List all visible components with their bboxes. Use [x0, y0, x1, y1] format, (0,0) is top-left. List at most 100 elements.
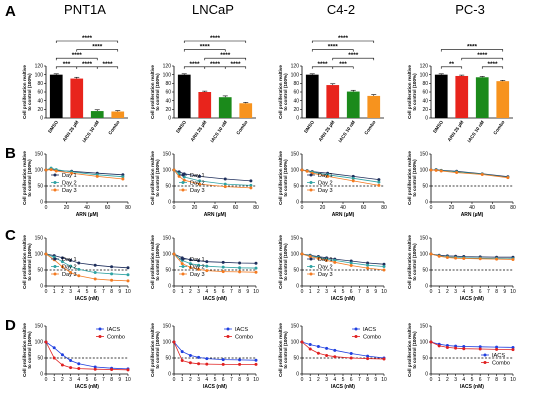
- data-point: [366, 261, 370, 265]
- data-point: [349, 356, 353, 360]
- x-tick-label: 0: [301, 205, 304, 211]
- legend-swatch-marker: [181, 265, 185, 268]
- x-tick-label: 20: [449, 205, 455, 211]
- y-axis-label: Cell proliferation realtiveto control (1…: [22, 235, 32, 289]
- category-label: IACS 10 nM: [81, 120, 100, 144]
- data-point: [60, 353, 64, 357]
- y-tick-label: 100: [163, 72, 172, 78]
- x-axis-label: ARN (µM): [332, 212, 355, 218]
- data-point: [77, 274, 81, 278]
- y-axis-label-line2: to control (100%): [27, 159, 32, 197]
- significance-bracket: [311, 40, 375, 43]
- y-tick-label: 0: [40, 116, 43, 122]
- data-point: [223, 185, 227, 189]
- y-axis-label-line2: to control (100%): [155, 331, 160, 369]
- x-tick-label: 10: [253, 377, 259, 383]
- y-tick-label: 100: [35, 72, 44, 78]
- legend-label: Day 2: [190, 181, 205, 187]
- y-tick-label: 100: [163, 252, 172, 258]
- x-tick-label: 1: [53, 289, 56, 295]
- x-tick-label: 7: [102, 289, 105, 295]
- data-point: [60, 265, 64, 269]
- significance-label: ****: [210, 61, 221, 68]
- y-tick-label: 20: [422, 107, 428, 113]
- x-tick-label: 2: [61, 377, 64, 383]
- y-tick-label: 100: [420, 252, 429, 258]
- y-tick-label: 80: [293, 81, 299, 87]
- data-point: [93, 263, 97, 267]
- data-point: [316, 351, 320, 355]
- y-tick-label: 100: [420, 168, 429, 174]
- data-point: [462, 344, 466, 348]
- legend-label: Day 2: [318, 181, 333, 187]
- data-point: [249, 186, 253, 190]
- significance-bracket: [440, 66, 463, 69]
- legend-label: Combo: [107, 335, 125, 341]
- x-tick-label: 2: [189, 377, 192, 383]
- significance-bracket: [55, 40, 119, 43]
- significance-bracket: [332, 66, 354, 69]
- y-tick-label: 40: [422, 98, 428, 104]
- series-line: [173, 169, 251, 182]
- y-tick-label: 100: [420, 72, 429, 78]
- significance-label: ****: [348, 52, 359, 59]
- y-axis-label-line1: Cell proliferation realtive: [407, 235, 412, 289]
- significance-label: ****: [72, 52, 83, 59]
- x-tick-label: 0: [173, 205, 176, 211]
- y-tick-label: 60: [293, 90, 299, 96]
- y-tick-label: 50: [293, 184, 299, 190]
- category-label: Combo: [107, 120, 120, 136]
- data-point: [69, 366, 73, 370]
- x-tick-label: 3: [325, 377, 328, 383]
- significance-bracket: [55, 57, 98, 61]
- series-line: [173, 341, 257, 361]
- data-point: [478, 257, 482, 261]
- data-point: [177, 174, 181, 178]
- x-tick-label: 4: [462, 289, 465, 295]
- x-tick-label: 3: [454, 289, 457, 295]
- legend-swatch-marker: [483, 361, 487, 364]
- bar: [111, 111, 125, 118]
- data-point: [44, 252, 48, 256]
- legend-label: Day 1: [318, 257, 333, 263]
- category-label: ARN 25 µM: [62, 120, 80, 143]
- y-tick-label: 60: [165, 90, 171, 96]
- data-point: [462, 347, 466, 351]
- x-tick-label: 6: [222, 289, 225, 295]
- significance-label: ****: [317, 61, 328, 68]
- x-tick-label: 10: [381, 289, 387, 295]
- significance-label: ****: [102, 61, 113, 68]
- y-axis-label-line1: Cell proliferation realtive: [22, 323, 27, 377]
- x-tick-label: 2: [61, 289, 64, 295]
- bar: [475, 77, 489, 118]
- y-axis-label-line1: Cell proliferation realtive: [22, 235, 27, 289]
- y-axis-label: Cell proliferation realtiveto control (1…: [278, 235, 288, 289]
- data-point: [60, 260, 64, 264]
- x-tick-label: 0: [430, 377, 433, 383]
- data-point: [172, 252, 176, 256]
- data-point: [325, 258, 329, 262]
- data-point: [254, 261, 258, 265]
- data-point: [249, 183, 253, 187]
- legend-swatch-marker: [181, 181, 185, 184]
- y-axis-label-line1: Cell proliferation realtive: [150, 323, 155, 377]
- data-point: [188, 262, 192, 266]
- panel-letter-a: A: [5, 3, 16, 20]
- x-tick-label: 1: [309, 377, 312, 383]
- data-point: [434, 168, 438, 172]
- y-axis-label-line2: to control (100%): [412, 331, 417, 369]
- legend-label: Combo: [363, 335, 381, 341]
- bar: [326, 85, 340, 118]
- y-axis-label: Cell proliferation realtiveto control (1…: [150, 235, 160, 289]
- y-axis-label: Cell proliferation realtiveto control (1…: [278, 151, 288, 205]
- x-tick-label: 8: [495, 377, 498, 383]
- data-point: [197, 355, 201, 359]
- x-tick-label: 80: [510, 205, 516, 211]
- x-tick-label: 8: [110, 289, 113, 295]
- significance-label: ****: [328, 44, 339, 51]
- x-tick-label: 10: [381, 377, 387, 383]
- x-tick-label: 8: [366, 289, 369, 295]
- x-tick-label: 6: [479, 377, 482, 383]
- data-point: [188, 353, 192, 357]
